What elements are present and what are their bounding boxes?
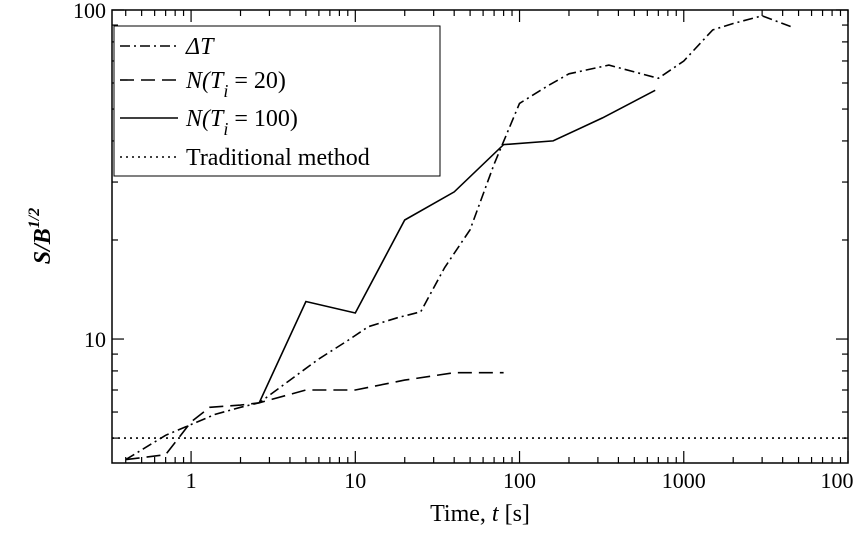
legend-label-4: Traditional method bbox=[186, 145, 370, 171]
x-tick-label: 10 bbox=[344, 468, 366, 493]
x-tick-label: 100 bbox=[503, 468, 536, 493]
y-tick-label: 10 bbox=[84, 327, 106, 352]
x-axis-label: Time, t [s] bbox=[430, 501, 530, 527]
series-line-2 bbox=[126, 373, 504, 460]
y-axis-label: S/B1/2 bbox=[26, 208, 56, 264]
legend-label-1: ΔT bbox=[185, 34, 215, 60]
x-tick-label: 10000 bbox=[821, 468, 853, 493]
x-tick-label: 1000 bbox=[662, 468, 706, 493]
x-tick-label: 1 bbox=[186, 468, 197, 493]
legend: ΔTN(Ti = 20)N(Ti = 100)Traditional metho… bbox=[114, 26, 440, 176]
y-tick-label: 100 bbox=[73, 0, 106, 23]
